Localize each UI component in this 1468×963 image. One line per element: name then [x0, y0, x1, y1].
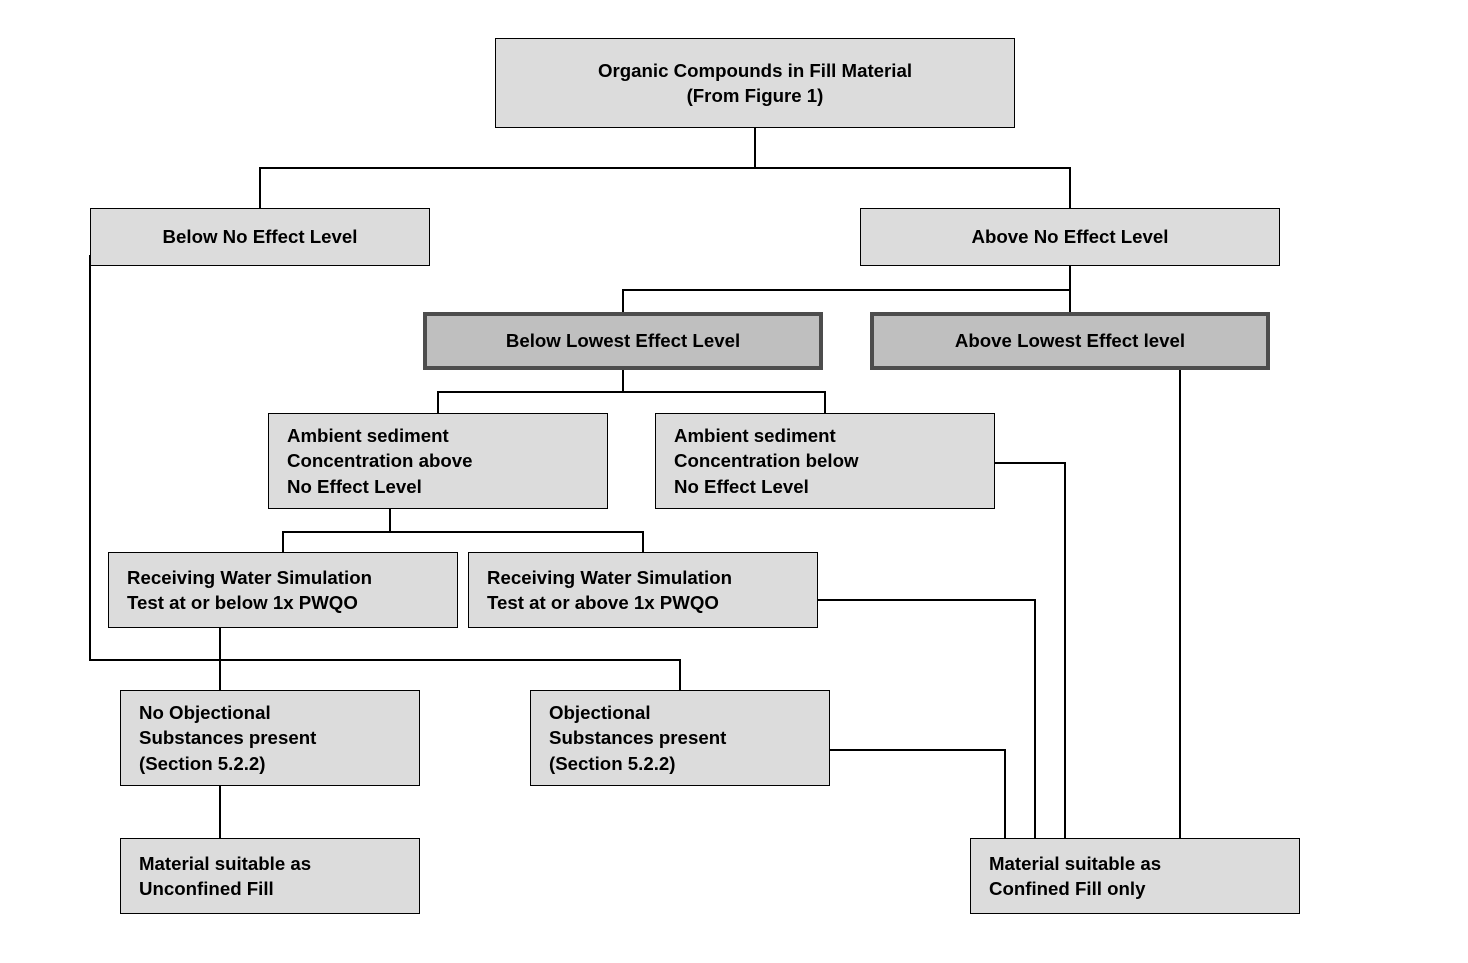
flowchart-node-unconfined: Material suitable asUnconfined Fill: [120, 838, 420, 914]
node-text-line: (Section 5.2.2): [549, 751, 811, 776]
flowchart-node-no_obj: No ObjectionalSubstances present(Section…: [120, 690, 420, 786]
node-text-line: Test at or above 1x PWQO: [487, 590, 799, 615]
flowchart-node-amb_below: Ambient sedimentConcentration belowNo Ef…: [655, 413, 995, 509]
flowchart-node-rws_below: Receiving Water SimulationTest at or bel…: [108, 552, 458, 628]
node-text-line: No Objectional: [139, 700, 401, 725]
flowchart-node-confined: Material suitable asConfined Fill only: [970, 838, 1300, 914]
node-text-line: Above No Effect Level: [972, 224, 1169, 249]
node-text-line: No Effect Level: [674, 474, 976, 499]
node-text-line: Confined Fill only: [989, 876, 1281, 901]
node-text-line: Substances present: [139, 725, 401, 750]
node-text-line: Organic Compounds in Fill Material: [598, 58, 912, 83]
node-text-line: No Effect Level: [287, 474, 589, 499]
node-text-line: Below No Effect Level: [163, 224, 358, 249]
flowchart-node-above_no_effect: Above No Effect Level: [860, 208, 1280, 266]
flowchart-node-rws_above: Receiving Water SimulationTest at or abo…: [468, 552, 818, 628]
node-text-line: Concentration below: [674, 448, 976, 473]
flowchart-canvas: Organic Compounds in Fill Material(From …: [0, 0, 1468, 963]
node-text-line: Below Lowest Effect Level: [506, 328, 740, 353]
node-text-line: Material suitable as: [989, 851, 1281, 876]
flowchart-edge: [818, 600, 1035, 838]
flowchart-node-amb_above: Ambient sedimentConcentration aboveNo Ef…: [268, 413, 608, 509]
flowchart-edge: [995, 463, 1065, 838]
node-text-line: Test at or below 1x PWQO: [127, 590, 439, 615]
node-text-line: Unconfined Fill: [139, 876, 401, 901]
node-text-line: Receiving Water Simulation: [487, 565, 799, 590]
node-text-line: Material suitable as: [139, 851, 401, 876]
node-text-line: (From Figure 1): [687, 83, 824, 108]
node-text-line: Ambient sediment: [674, 423, 976, 448]
flowchart-node-above_lowest_effect: Above Lowest Effect level: [870, 312, 1270, 370]
node-text-line: Substances present: [549, 725, 811, 750]
node-text-line: Receiving Water Simulation: [127, 565, 439, 590]
node-text-line: Concentration above: [287, 448, 589, 473]
node-text-line: Objectional: [549, 700, 811, 725]
flowchart-node-obj: ObjectionalSubstances present(Section 5.…: [530, 690, 830, 786]
flowchart-edge: [830, 750, 1005, 838]
flowchart-node-root: Organic Compounds in Fill Material(From …: [495, 38, 1015, 128]
node-text-line: Ambient sediment: [287, 423, 589, 448]
flowchart-node-below_no_effect: Below No Effect Level: [90, 208, 430, 266]
node-text-line: Above Lowest Effect level: [955, 328, 1185, 353]
flowchart-node-below_lowest_effect: Below Lowest Effect Level: [423, 312, 823, 370]
node-text-line: (Section 5.2.2): [139, 751, 401, 776]
